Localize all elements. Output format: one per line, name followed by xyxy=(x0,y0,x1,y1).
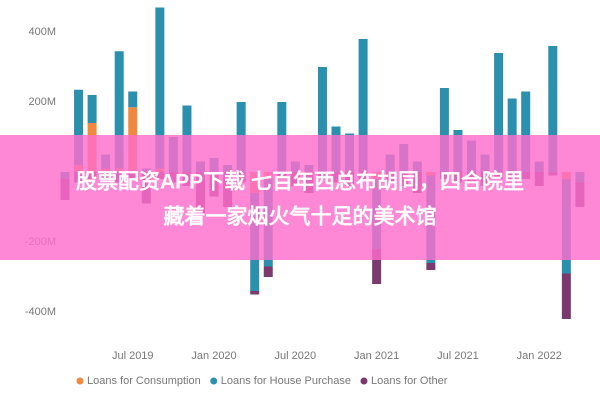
legend-marker xyxy=(210,377,218,385)
bar-segment xyxy=(114,51,124,169)
x-tick-label: Jul 2020 xyxy=(275,350,317,362)
y-tick-label: 200M xyxy=(28,96,56,108)
bar-segment xyxy=(87,95,97,123)
bar-segment xyxy=(74,89,84,165)
legend-label: Loans for Consumption xyxy=(87,375,201,387)
bar-segment xyxy=(494,53,504,172)
legend-marker xyxy=(360,377,368,385)
bar-segment xyxy=(426,263,436,270)
overlay-text: 藏着一家烟火气十足的美术馆 xyxy=(164,205,437,229)
bar-segment xyxy=(439,88,449,172)
bar-segment xyxy=(561,273,571,319)
bar-segment xyxy=(250,291,260,295)
bar-segment xyxy=(548,46,558,172)
x-tick-label: Jan 2022 xyxy=(517,350,562,362)
x-tick-label: Jan 2021 xyxy=(354,350,399,362)
bar-segment xyxy=(372,249,382,284)
bar-segment xyxy=(358,39,368,172)
overlay-text: 股票配资APP下载 七百年西总布胡同，四合院里 xyxy=(76,170,524,194)
x-tick-label: Jan 2020 xyxy=(191,350,236,362)
bar-segment xyxy=(263,266,273,277)
y-tick-label: -400M xyxy=(25,306,56,318)
legend-label: Loans for Other xyxy=(371,375,448,387)
bar-segment xyxy=(317,67,327,172)
bar-segment xyxy=(128,91,138,108)
bar-segment xyxy=(155,7,165,169)
x-tick-label: Jul 2019 xyxy=(112,350,154,362)
legend-marker xyxy=(76,377,84,385)
legend-label: Loans for House Purchase xyxy=(221,375,351,387)
bar-segment xyxy=(521,91,531,172)
x-tick-label: Jul 2021 xyxy=(437,350,479,362)
y-tick-label: 400M xyxy=(28,26,56,38)
overlay-band xyxy=(0,135,600,260)
